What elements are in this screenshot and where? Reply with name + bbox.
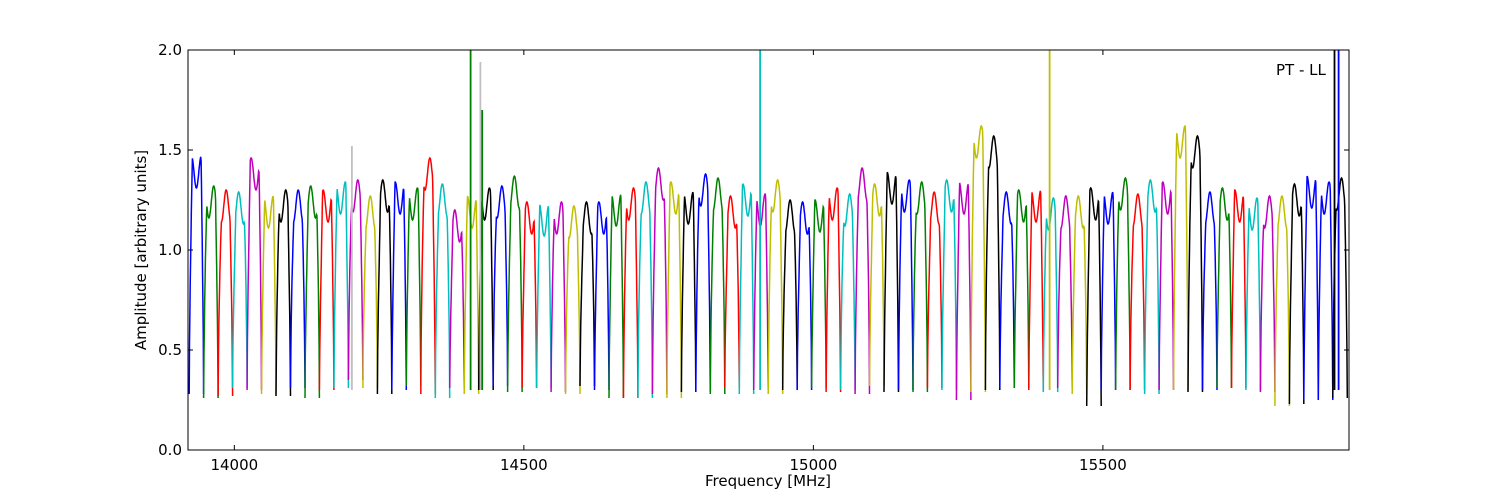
band-trace [622, 186, 639, 399]
band-trace [1172, 125, 1189, 391]
tick-layer: 14000 14500 15000 15500 0.0 0.5 1.0 1.5 2.0 [158, 41, 1349, 474]
band-trace [1303, 175, 1320, 401]
band-trace [1216, 186, 1233, 389]
x-tick-label: 15000 [790, 456, 838, 474]
band-trace [868, 182, 885, 387]
band-trace [1187, 134, 1204, 393]
x-axis-label: Frequency [MHz] [705, 472, 831, 490]
band-trace [521, 200, 538, 389]
band-trace [231, 190, 248, 389]
band-trace [854, 167, 871, 395]
band-trace [202, 184, 219, 399]
y-tick-label: 0.5 [158, 341, 182, 359]
band-trace [796, 200, 813, 391]
band-trace [897, 179, 914, 391]
band-trace [1143, 178, 1160, 395]
y-tick-label: 2.0 [158, 41, 182, 59]
band-trace [391, 181, 408, 391]
band-trace [999, 190, 1016, 389]
band-trace [564, 204, 581, 395]
band-trace [839, 192, 856, 391]
band-trace [1114, 176, 1131, 391]
band-trace [1288, 182, 1305, 405]
band-trace [217, 188, 234, 397]
y-tick-label: 1.5 [158, 141, 182, 159]
band-trace [318, 189, 335, 391]
band-trace [492, 184, 509, 387]
band-trace [593, 200, 610, 391]
band-trace [550, 200, 567, 393]
band-trace [1129, 193, 1146, 391]
band-trace [825, 187, 842, 393]
band-trace [275, 188, 292, 397]
band-trace [420, 156, 437, 395]
band-trace [680, 191, 697, 393]
band-trace [1013, 188, 1030, 389]
band-trace [1158, 181, 1175, 391]
band-trace [608, 194, 625, 399]
band-trace [781, 199, 798, 391]
band-trace [941, 178, 958, 391]
band-trace [1028, 190, 1045, 391]
band-trace [738, 183, 755, 395]
band-trace [1056, 195, 1073, 389]
band-trace [347, 178, 364, 381]
band-trace [188, 156, 205, 395]
x-tick-label: 15500 [1079, 456, 1127, 474]
band-trace [709, 177, 726, 395]
band-trace [883, 171, 900, 393]
band-trace [767, 178, 784, 395]
band-trace [651, 166, 668, 395]
band-trace [405, 187, 422, 387]
band-trace [695, 172, 712, 393]
band-trace [810, 199, 827, 389]
band-trace [1259, 194, 1276, 393]
band-trace [955, 182, 972, 401]
band-trace [1085, 186, 1102, 407]
band-trace [724, 194, 741, 389]
band-trace [448, 208, 465, 389]
band-trace [434, 183, 451, 399]
band-trace [333, 181, 350, 389]
band-trace [752, 193, 769, 391]
y-axis-label: Amplitude [arbitrary units] [132, 150, 150, 350]
band-trace [666, 180, 683, 399]
band-trace [984, 134, 1001, 391]
band-trace [912, 180, 929, 393]
x-tick-label: 14000 [210, 456, 258, 474]
series-layer [188, 50, 1349, 407]
band-trace [1245, 197, 1262, 391]
band-trace [637, 180, 654, 399]
band-trace [579, 200, 596, 387]
band-trace [246, 156, 263, 391]
band-trace [260, 195, 277, 395]
y-tick-label: 0.0 [158, 441, 182, 459]
x-tick-label: 14500 [500, 456, 548, 474]
y-tick-label: 1.0 [158, 241, 182, 259]
band-trace [362, 195, 379, 389]
band-trace [1317, 181, 1334, 401]
band-trace [304, 184, 321, 399]
band-trace [1100, 191, 1117, 391]
band-trace [535, 204, 552, 389]
band-trace [1230, 189, 1247, 389]
band-trace [289, 189, 306, 389]
band-trace [506, 175, 523, 393]
band-trace [376, 178, 393, 395]
band-trace [1274, 195, 1291, 407]
band-trace [1071, 194, 1088, 395]
panel-annotation: PT - LL [1276, 61, 1327, 79]
band-trace [1201, 191, 1218, 391]
band-trace [926, 191, 943, 389]
band-trace [970, 124, 987, 393]
